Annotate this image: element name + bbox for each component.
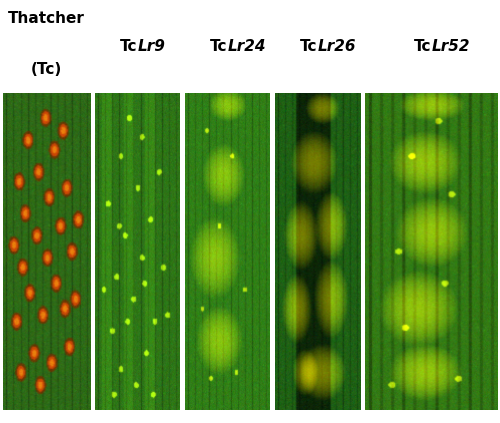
Text: Lr26: Lr26 [318, 39, 356, 54]
Text: Tc: Tc [414, 39, 431, 54]
Text: Lr9: Lr9 [138, 39, 166, 54]
Text: Tc: Tc [210, 39, 228, 54]
Text: Thatcher: Thatcher [8, 11, 85, 26]
Text: (Tc): (Tc) [30, 62, 62, 77]
Text: Tc: Tc [120, 39, 138, 54]
Text: Lr52: Lr52 [431, 39, 470, 54]
Text: Lr24: Lr24 [228, 39, 266, 54]
Text: Tc: Tc [300, 39, 318, 54]
